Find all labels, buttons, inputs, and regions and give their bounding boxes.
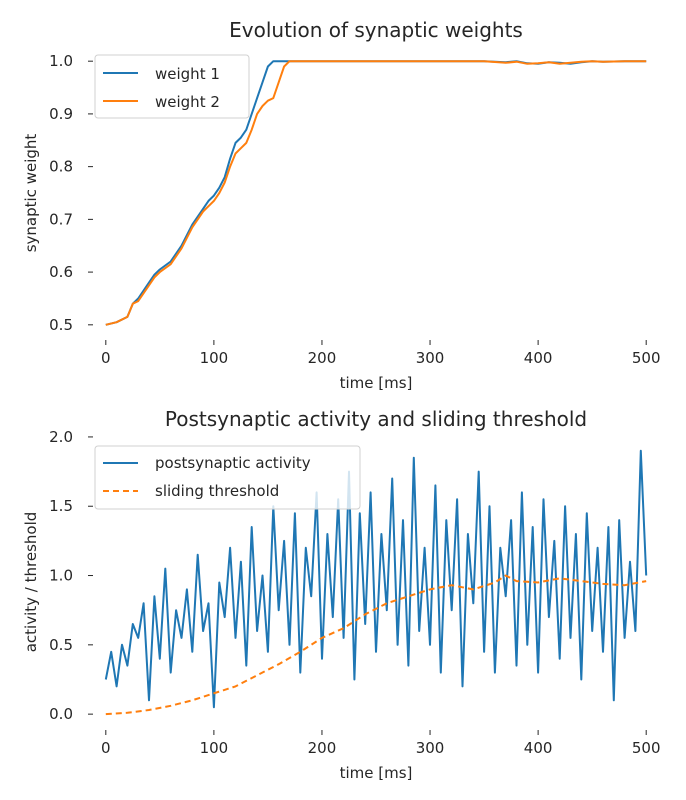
legend-label-weight-2: weight 2 (155, 93, 220, 111)
legend-label-sliding-threshold: sliding threshold (155, 482, 279, 500)
y-tick-label: 2.0 (49, 428, 73, 446)
y-tick-label: 0.5 (49, 636, 73, 654)
x-tick-label: 500 (632, 349, 661, 367)
x-tick-label: 200 (308, 349, 337, 367)
activity-chart-xlabel: time [ms] (340, 764, 413, 782)
weights-chart-lines (105, 60, 647, 326)
legend-label-postsynaptic-activity: postsynaptic activity (155, 454, 311, 472)
legend-box (94, 445, 361, 510)
weights-chart-xticks: 0 100 200 300 400 500 (101, 340, 661, 367)
activity-chart-legend: postsynaptic activity sliding threshold (94, 445, 361, 510)
x-tick-label: 500 (632, 739, 661, 757)
y-tick-label: 0.8 (49, 158, 73, 176)
series-line-weight-2 (105, 60, 647, 326)
legend-box (94, 54, 250, 119)
activity-chart-ylabel: activity / threshold (22, 512, 40, 653)
activity-chart: Postsynaptic activity and sliding thresh… (22, 407, 661, 782)
x-tick-label: 400 (524, 349, 553, 367)
y-tick-label: 0.7 (49, 210, 73, 228)
series-line-postsynaptic-activity (104, 449, 648, 709)
activity-chart-xticks: 0 100 200 300 400 500 (101, 730, 661, 757)
activity-chart-title: Postsynaptic activity and sliding thresh… (165, 407, 587, 431)
x-tick-label: 100 (200, 349, 229, 367)
weights-chart-yticks: 0.5 0.6 0.7 0.8 0.9 1.0 (49, 52, 93, 334)
y-tick-label: 1.0 (49, 567, 73, 585)
legend-label-weight-1: weight 1 (155, 65, 220, 83)
x-tick-label: 0 (101, 349, 111, 367)
y-tick-label: 0.0 (49, 705, 73, 723)
activity-chart-yticks: 0.0 0.5 1.0 1.5 2.0 (49, 428, 93, 723)
x-tick-label: 100 (200, 739, 229, 757)
activity-chart-lines (104, 449, 648, 716)
x-tick-label: 400 (524, 739, 553, 757)
weights-chart-ylabel: synaptic weight (22, 134, 40, 253)
x-tick-label: 200 (308, 739, 337, 757)
x-tick-label: 300 (416, 349, 445, 367)
weights-chart: Evolution of synaptic weights time [ms] … (22, 18, 661, 392)
y-tick-label: 1.0 (49, 52, 73, 70)
weights-chart-xlabel: time [ms] (340, 374, 413, 392)
series-line-sliding-threshold (105, 574, 647, 716)
x-tick-label: 0 (101, 739, 111, 757)
weights-chart-title: Evolution of synaptic weights (229, 18, 523, 42)
y-tick-label: 0.9 (49, 105, 73, 123)
y-tick-label: 0.5 (49, 316, 73, 334)
y-tick-label: 0.6 (49, 263, 73, 281)
y-tick-label: 1.5 (49, 497, 73, 515)
weights-chart-legend: weight 1 weight 2 (94, 54, 250, 119)
x-tick-label: 300 (416, 739, 445, 757)
